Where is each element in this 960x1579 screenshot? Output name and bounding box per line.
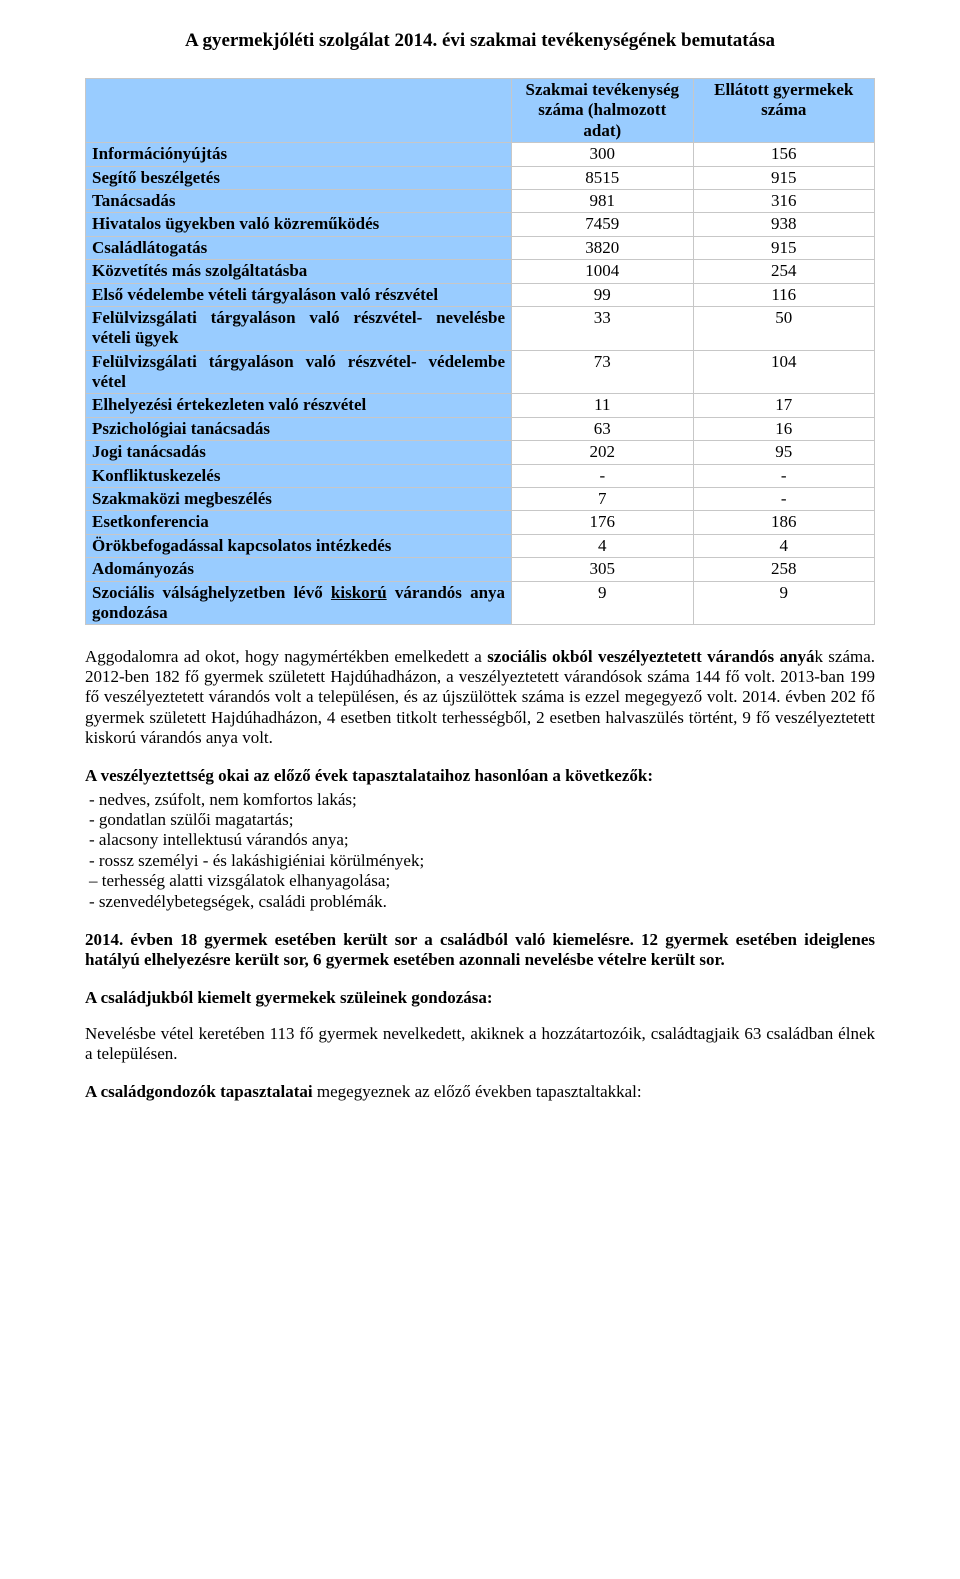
page-title: A gyermekjóléti szolgálat 2014. évi szak… [85,30,875,52]
row-value-1: 99 [512,283,693,306]
row-value-1: 63 [512,417,693,440]
row-value-2: 316 [693,189,874,212]
table-row: Közvetítés más szolgáltatásba1004254 [86,260,875,283]
row-value-2: 254 [693,260,874,283]
row-label: Jogi tanácsadás [86,441,512,464]
table-row: Elhelyezési értekezleten való részvétel1… [86,394,875,417]
subheading: A családjukból kiemelt gyermekek szülein… [85,988,875,1008]
row-label: Közvetítés más szolgáltatásba [86,260,512,283]
page: A gyermekjóléti szolgálat 2014. évi szak… [0,0,960,1142]
row-label: Tanácsadás [86,189,512,212]
list-item: rossz személyi - és lakáshigiéniai körül… [85,851,875,871]
row-value-1: 300 [512,143,693,166]
causes-list: nedves, zsúfolt, nem komfortos lakás;gon… [85,790,875,912]
row-label: Szociális válsághelyzetben lévő kiskorú … [86,581,512,625]
table-row: Felülvizsgálati tárgyaláson való részvét… [86,350,875,394]
row-value-2: 16 [693,417,874,440]
table-row: Szakmaközi megbeszélés7- [86,488,875,511]
table-row: Tanácsadás981316 [86,189,875,212]
table-row: Adományozás305258 [86,558,875,581]
row-value-2: 104 [693,350,874,394]
table-row: Első védelembe vételi tárgyaláson való r… [86,283,875,306]
row-value-1: 33 [512,306,693,350]
row-label: Örökbefogadással kapcsolatos intézkedés [86,534,512,557]
row-value-2: 50 [693,306,874,350]
paragraph-care: Nevelésbe vétel keretében 113 fő gyermek… [85,1024,875,1064]
list-item: alacsony intellektusú várandós anya; [85,830,875,850]
row-label: Hivatalos ügyekben való közreműködés [86,213,512,236]
row-value-2: 258 [693,558,874,581]
table-row: Pszichológiai tanácsadás6316 [86,417,875,440]
row-label: Felülvizsgálati tárgyaláson való részvét… [86,350,512,394]
list-item: nedves, zsúfolt, nem komfortos lakás; [85,790,875,810]
row-value-2: - [693,488,874,511]
row-value-2: 116 [693,283,874,306]
row-value-1: 202 [512,441,693,464]
list-item: gondatlan szülői magatartás; [85,810,875,830]
activity-table: Szakmai tevékenység száma (halmozott ada… [85,78,875,625]
row-value-1: 305 [512,558,693,581]
row-label: Családlátogatás [86,236,512,259]
row-value-1: 9 [512,581,693,625]
row-value-2: 9 [693,581,874,625]
row-label: Esetkonferencia [86,511,512,534]
paragraph-concern: Aggodalomra ad okot, hogy nagymértékben … [85,647,875,747]
row-label: Adományozás [86,558,512,581]
row-value-1: 981 [512,189,693,212]
row-value-1: 8515 [512,166,693,189]
bold-phrase: szociális okból veszélyeztetett várandós… [487,647,814,666]
header-col1: Szakmai tevékenység száma (halmozott ada… [512,79,693,143]
row-value-2: 915 [693,166,874,189]
row-value-1: 7459 [512,213,693,236]
row-value-2: 938 [693,213,874,236]
table-row: Családlátogatás3820915 [86,236,875,259]
row-label: Segítő beszélgetés [86,166,512,189]
header-col2: Ellátott gyermekek száma [693,79,874,143]
header-empty [86,79,512,143]
row-label: Szakmaközi megbeszélés [86,488,512,511]
row-label: Konfliktuskezelés [86,464,512,487]
table-row: Segítő beszélgetés8515915 [86,166,875,189]
table-row: Információnyújtás300156 [86,143,875,166]
row-label: Információnyújtás [86,143,512,166]
table-header-row: Szakmai tevékenység száma (halmozott ada… [86,79,875,143]
row-value-1: 176 [512,511,693,534]
table-row: Konfliktuskezelés-- [86,464,875,487]
table-row: Hivatalos ügyekben való közreműködés7459… [86,213,875,236]
row-value-2: 156 [693,143,874,166]
row-value-2: 95 [693,441,874,464]
section-bold: 2014. évben 18 gyermek esetében került s… [85,930,875,970]
row-label: Első védelembe vételi tárgyaláson való r… [86,283,512,306]
row-value-2: - [693,464,874,487]
last-rest: megegyeznek az előző években tapasztalta… [317,1082,642,1101]
row-value-2: 915 [693,236,874,259]
row-value-1: 73 [512,350,693,394]
row-value-1: 11 [512,394,693,417]
table-row: Szociális válsághelyzetben lévő kiskorú … [86,581,875,625]
row-value-1: - [512,464,693,487]
row-value-2: 186 [693,511,874,534]
row-value-1: 4 [512,534,693,557]
table-row: Örökbefogadással kapcsolatos intézkedés4… [86,534,875,557]
row-value-1: 1004 [512,260,693,283]
text: Aggodalomra ad okot, hogy nagymértékben … [85,647,487,666]
row-value-1: 7 [512,488,693,511]
causes-lead: A veszélyeztettség okai az előző évek ta… [85,766,875,786]
list-item: szenvedélybetegségek, családi problémák. [85,892,875,912]
table-row: Esetkonferencia176186 [86,511,875,534]
row-label: Felülvizsgálati tárgyaláson való részvét… [86,306,512,350]
table-row: Felülvizsgálati tárgyaláson való részvét… [86,306,875,350]
row-value-2: 17 [693,394,874,417]
last-line: A családgondozók tapasztalatai megegyezn… [85,1082,875,1102]
row-value-2: 4 [693,534,874,557]
row-label: Pszichológiai tanácsadás [86,417,512,440]
row-label: Elhelyezési értekezleten való részvétel [86,394,512,417]
table-row: Jogi tanácsadás20295 [86,441,875,464]
list-item: terhesség alatti vizsgálatok elhanyagolá… [85,871,875,891]
row-value-1: 3820 [512,236,693,259]
last-bold: A családgondozók tapasztalatai [85,1082,317,1101]
